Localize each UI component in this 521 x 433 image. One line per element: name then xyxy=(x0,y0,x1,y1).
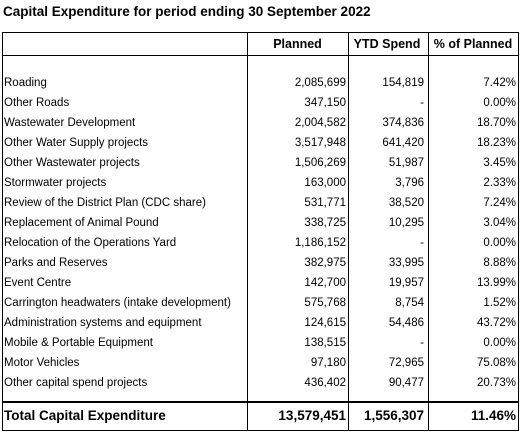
row-label: Other Roads xyxy=(4,97,70,109)
cell-value: 436,402 xyxy=(304,377,346,389)
cell-value: 641,420 xyxy=(382,137,424,149)
row-label: Other Wastewater projects xyxy=(4,157,140,169)
cell-value: 18.70% xyxy=(476,117,516,129)
cell-value: 33,995 xyxy=(388,257,424,269)
row-label: Administration systems and equipment xyxy=(4,317,202,329)
cell-value: 347,150 xyxy=(304,97,346,109)
cell-value: 18.23% xyxy=(476,137,516,149)
cell-value: - xyxy=(420,237,424,249)
cell-value: 43.72% xyxy=(476,317,516,329)
border xyxy=(2,32,519,33)
total-label: Total Capital Expenditure xyxy=(4,408,166,423)
cell-value: 575,768 xyxy=(304,297,346,309)
cell-value: 38,520 xyxy=(388,197,424,209)
row-label: Review of the District Plan (CDC share) xyxy=(4,197,206,209)
cell-value: 72,965 xyxy=(388,357,424,369)
row-label: Stormwater projects xyxy=(4,177,107,189)
cell-value: 124,615 xyxy=(304,317,346,329)
cell-value: 54,486 xyxy=(388,317,424,329)
total-value: 11.46% xyxy=(470,408,516,423)
cell-value: 1,186,152 xyxy=(294,237,346,249)
cell-value: 3.04% xyxy=(483,217,516,229)
column-header: Planned xyxy=(273,37,322,51)
cell-value: 10,295 xyxy=(388,217,424,229)
cell-value: 531,771 xyxy=(304,197,346,209)
cell-value: 13.99% xyxy=(476,277,516,289)
border xyxy=(348,32,349,431)
border xyxy=(428,32,429,431)
cell-value: 19,957 xyxy=(388,277,424,289)
cell-value: 138,515 xyxy=(304,337,346,349)
row-label: Parks and Reserves xyxy=(4,257,108,269)
cell-value: 97,180 xyxy=(310,357,346,369)
row-label: Motor Vehicles xyxy=(4,357,80,369)
cell-value: - xyxy=(420,97,424,109)
border xyxy=(247,32,248,431)
cell-value: 0.00% xyxy=(483,237,516,249)
row-label: Other capital spend projects xyxy=(4,377,148,389)
cell-value: 3.45% xyxy=(483,157,516,169)
cell-value: 1,506,269 xyxy=(294,157,346,169)
row-label: Replacement of Animal Pound xyxy=(4,217,159,229)
cell-value: 3,517,948 xyxy=(294,137,346,149)
border xyxy=(2,430,519,431)
cell-value: 2.33% xyxy=(483,177,516,189)
row-label: Carrington headwaters (intake developmen… xyxy=(4,297,231,309)
row-label: Mobile & Portable Equipment xyxy=(4,337,153,349)
cell-value: 7.24% xyxy=(483,197,516,209)
column-header: YTD Spend xyxy=(353,37,421,51)
cell-value: 0.00% xyxy=(483,337,516,349)
total-value: 1,556,307 xyxy=(363,408,424,423)
cell-value: 0.00% xyxy=(483,97,516,109)
cell-value: 2,085,699 xyxy=(294,77,346,89)
cell-value: 90,477 xyxy=(388,377,424,389)
title: Capital Expenditure for period ending 30… xyxy=(3,4,371,19)
cell-value: 163,000 xyxy=(304,177,346,189)
cell-value: - xyxy=(420,337,424,349)
cell-value: 75.08% xyxy=(476,357,516,369)
cell-value: 7.42% xyxy=(483,77,516,89)
border xyxy=(518,32,519,431)
cell-value: 51,987 xyxy=(388,157,424,169)
border xyxy=(2,55,519,56)
cell-value: 142,700 xyxy=(304,277,346,289)
total-value: 13,579,451 xyxy=(278,408,346,423)
border xyxy=(2,32,3,431)
cell-value: 3,796 xyxy=(395,177,424,189)
row-label: Event Centre xyxy=(4,277,72,289)
row-label: Other Water Supply projects xyxy=(4,137,149,149)
cell-value: 8.88% xyxy=(483,257,516,269)
row-label: Wastewater Development xyxy=(4,117,136,129)
cell-value: 382,975 xyxy=(304,257,346,269)
row-label: Relocation of the Operations Yard xyxy=(4,237,177,249)
column-header: % of Planned xyxy=(433,37,513,51)
cell-value: 374,836 xyxy=(382,117,424,129)
cell-value: 20.73% xyxy=(476,377,516,389)
cell-value: 338,725 xyxy=(304,217,346,229)
border xyxy=(2,401,519,403)
row-label: Roading xyxy=(4,77,47,89)
cell-value: 8,754 xyxy=(395,297,424,309)
cell-value: 1.52% xyxy=(483,297,516,309)
cell-value: 154,819 xyxy=(382,77,424,89)
cell-value: 2,004,582 xyxy=(294,117,346,129)
